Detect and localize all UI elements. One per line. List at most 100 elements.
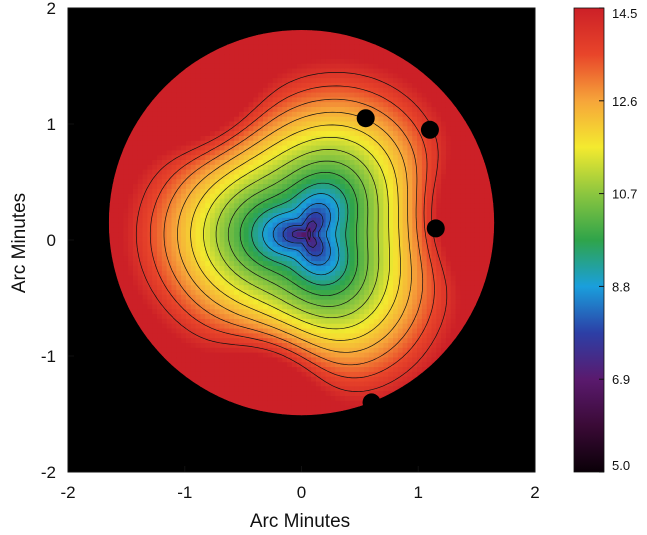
heatmap-cell <box>238 217 245 224</box>
heatmap-cell <box>262 343 269 349</box>
heatmap-cell <box>176 212 182 219</box>
heatmap-cell <box>258 131 264 137</box>
heatmap-cell <box>320 73 327 79</box>
heatmap-cell <box>253 256 259 262</box>
heatmap-cell <box>393 155 399 161</box>
heatmap-cell <box>388 212 394 219</box>
heatmap-cell <box>306 116 312 123</box>
heatmap-cell <box>185 290 192 296</box>
heatmap-cell <box>296 265 303 272</box>
heatmap-cell <box>402 73 409 79</box>
heatmap-cell <box>229 241 235 248</box>
heatmap-cell <box>335 39 341 46</box>
heatmap-cell <box>450 265 457 272</box>
heatmap-cell <box>190 107 197 113</box>
heatmap-cell <box>214 275 221 281</box>
heatmap-cell <box>272 222 279 229</box>
heatmap-cell <box>277 405 283 412</box>
heatmap-cell <box>393 87 399 94</box>
heatmap-cell <box>426 285 433 291</box>
heatmap-cell <box>349 208 356 214</box>
heatmap-cell <box>152 140 158 147</box>
heatmap-cell <box>152 232 158 238</box>
heatmap-cell <box>296 198 303 204</box>
heatmap-cell <box>195 145 201 151</box>
heatmap-cell <box>383 179 389 185</box>
heatmap-cell <box>272 381 279 387</box>
heatmap-cell <box>330 381 336 387</box>
heatmap-cell <box>176 87 182 94</box>
heatmap-cell <box>450 232 457 238</box>
heatmap-cell <box>320 126 327 132</box>
heatmap-cell <box>152 241 158 248</box>
heatmap-cell <box>190 275 197 281</box>
heatmap-cell <box>181 318 187 325</box>
heatmap-cell <box>315 275 322 281</box>
heatmap-cell <box>157 159 163 166</box>
heatmap-cell <box>291 237 298 243</box>
heatmap-cell <box>253 270 259 277</box>
heatmap-cell <box>354 54 360 60</box>
heatmap-cell <box>325 391 331 397</box>
heatmap-cell <box>190 222 197 229</box>
heatmap-cell <box>185 135 192 142</box>
heatmap-cell <box>229 174 235 180</box>
heatmap-cell <box>258 87 264 94</box>
heatmap-cell <box>195 280 201 286</box>
heatmap-cell <box>176 304 182 310</box>
heatmap-cell <box>161 347 168 354</box>
heatmap-cell <box>412 333 418 339</box>
heatmap-cell <box>340 44 346 50</box>
heatmap-cell <box>368 63 375 70</box>
heatmap-cell <box>137 294 144 301</box>
heatmap-cell <box>421 304 428 310</box>
heatmap-cell <box>137 270 144 277</box>
heatmap-cell <box>287 145 293 151</box>
heatmap-cell <box>296 78 303 84</box>
heatmap-cell <box>407 227 413 233</box>
heatmap-cell <box>287 174 293 180</box>
heatmap-cell <box>359 357 365 363</box>
heatmap-cell <box>397 97 404 103</box>
heatmap-cell <box>325 381 331 387</box>
heatmap-cell <box>262 299 269 306</box>
heatmap-cell <box>238 328 245 334</box>
heatmap-cell <box>243 116 250 123</box>
heatmap-cell <box>253 102 259 108</box>
heatmap-cell <box>166 188 173 195</box>
heatmap-cell <box>238 232 245 238</box>
heatmap-cell <box>349 314 356 320</box>
heatmap-cell <box>214 304 221 310</box>
heatmap-cell <box>412 184 418 190</box>
heatmap-cell <box>185 232 192 238</box>
heatmap-cell <box>219 217 226 224</box>
heatmap-cell <box>200 82 206 89</box>
heatmap-cell <box>248 376 254 383</box>
heatmap-cell <box>378 58 384 65</box>
heatmap-cell <box>132 164 139 171</box>
heatmap-cell <box>412 179 418 185</box>
heatmap-cell <box>311 299 317 306</box>
heatmap-cell <box>166 135 173 142</box>
heatmap-cell <box>181 159 187 166</box>
heatmap-cell <box>267 116 274 123</box>
heatmap-cell <box>441 217 447 224</box>
heatmap-cell <box>243 357 250 363</box>
heatmap-cell <box>417 270 423 277</box>
heatmap-cell <box>344 318 351 325</box>
heatmap-cell <box>354 68 360 74</box>
heatmap-cell <box>272 347 279 354</box>
heatmap-cell <box>181 102 187 108</box>
heatmap-cell <box>340 352 346 359</box>
heatmap-cell <box>301 362 307 368</box>
heatmap-cell <box>195 188 201 195</box>
heatmap-cell <box>344 275 351 281</box>
heatmap-cell <box>330 121 336 127</box>
heatmap-cell <box>272 193 279 200</box>
heatmap-cell <box>301 323 307 330</box>
heatmap-cell <box>200 241 206 248</box>
heatmap-cell <box>161 318 168 325</box>
heatmap-cell <box>277 367 283 373</box>
heatmap-cell <box>378 179 384 185</box>
heatmap-cell <box>315 376 322 383</box>
